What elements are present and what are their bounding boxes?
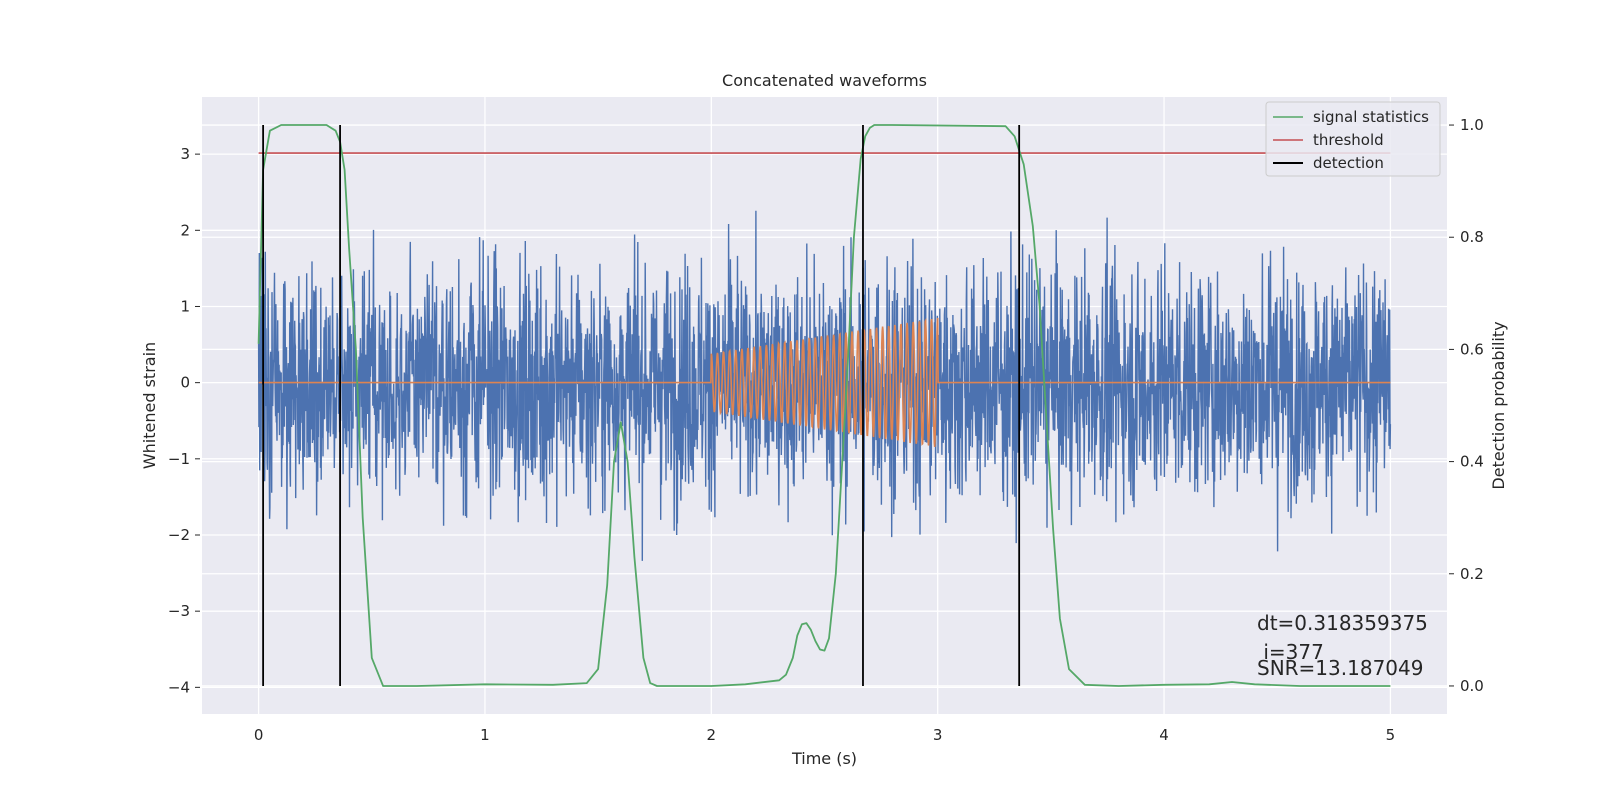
y-tick-label: 3: [180, 145, 190, 163]
legend-label: threshold: [1313, 131, 1384, 149]
y-tick-label: −3: [168, 602, 190, 620]
x-tick-label: 2: [707, 726, 717, 744]
signal-statistics-line: [257, 124, 1391, 687]
legend-box: [1265, 101, 1441, 177]
x-tick-label: 4: [1159, 726, 1169, 744]
y2-tick-label: 0.4: [1460, 453, 1484, 471]
y-tick-label: 2: [180, 221, 190, 239]
x-tick-label: 3: [933, 726, 943, 744]
y-tick-label: 1: [180, 297, 190, 315]
legend-label: detection: [1313, 154, 1384, 172]
y-tick-label: −1: [168, 450, 190, 468]
y2-tick-label: 1.0: [1460, 116, 1484, 134]
y-tick-label: −2: [168, 526, 190, 544]
annotation-index: i=377: [1257, 640, 1324, 664]
legend-label: signal statistics: [1313, 108, 1429, 126]
y2-axis-label: Detection probability: [1489, 321, 1508, 489]
y-tick-label: −4: [168, 678, 190, 696]
annotation-dt: dt=0.318359375: [1257, 611, 1428, 635]
chart-title: Concatenated waveforms: [722, 71, 927, 90]
annotation-box: dt=0.318359375 i=377 SNR=13.187049: [1257, 611, 1428, 680]
x-axis-label: Time (s): [791, 749, 857, 768]
x-tick-label: 0: [254, 726, 264, 744]
tick-labels: 0 1 2 3 4 5 −4 −3 −2 −1 0 1 2 3 0.0 0.2 0.4 0.6 0.8 1.0: [168, 116, 1484, 744]
annotation-snr: SNR=13.187049: [1257, 656, 1423, 680]
plot-series: [257, 124, 1392, 687]
y2-tick-label: 0.2: [1460, 565, 1484, 583]
x-tick-label: 5: [1386, 726, 1396, 744]
y-tick-label: 0: [180, 374, 190, 392]
y2-tick-label: 0.6: [1460, 340, 1484, 358]
template-series-line: [258, 317, 1391, 447]
x-tick-label: 1: [480, 726, 490, 744]
y2-tick-label: 0.0: [1460, 677, 1484, 695]
y2-tick-label: 0.8: [1460, 228, 1484, 246]
y-axis-label: Whitened strain: [140, 342, 159, 469]
legend: signal statistics threshold detection: [1265, 101, 1441, 177]
